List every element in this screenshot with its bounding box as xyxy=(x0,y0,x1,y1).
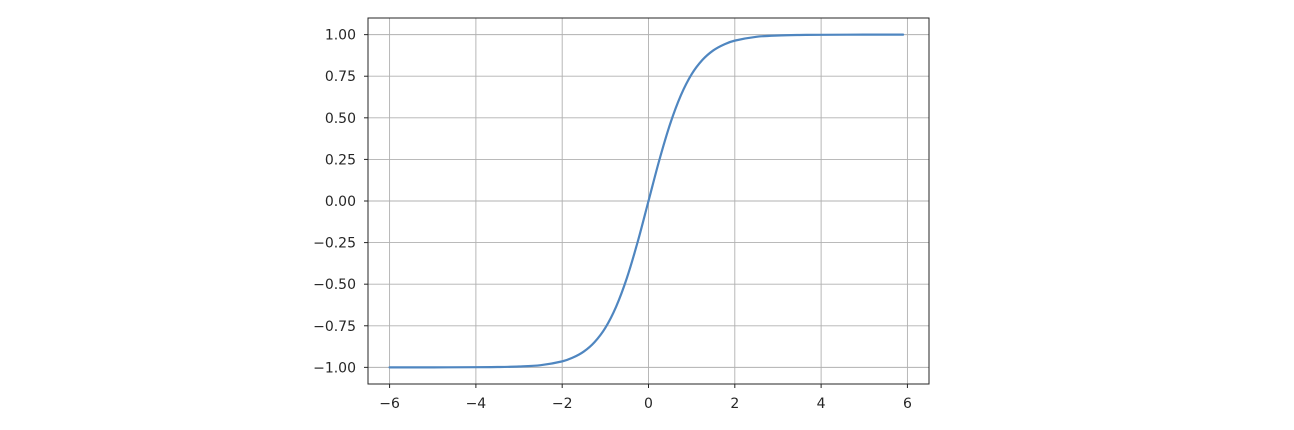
series-layer xyxy=(388,33,905,369)
ticks: −6 −4 −2 0 2 4 6 −1.00 −0.75 −0.50 −0.25 0.00 0.25 0.… xyxy=(313,28,912,412)
grid xyxy=(368,18,929,384)
y-tick-label: −0.75 xyxy=(313,319,356,335)
x-tick-label: −6 xyxy=(379,396,400,412)
x-tick-label: −2 xyxy=(552,396,573,412)
y-tick-label: 0.00 xyxy=(325,194,356,210)
y-tick-label: 0.25 xyxy=(325,152,356,168)
y-tick-label: 1.00 xyxy=(325,28,356,44)
y-tick-label: 0.75 xyxy=(325,69,356,85)
series-line-0 xyxy=(388,33,905,369)
y-tick-label: −0.50 xyxy=(313,277,356,293)
x-tick-label: 4 xyxy=(817,396,826,412)
y-tick-label: −1.00 xyxy=(313,360,356,376)
x-tick-label: 2 xyxy=(730,396,739,412)
x-tick-label: 6 xyxy=(903,396,912,412)
x-tick-label: 0 xyxy=(644,396,653,412)
y-tick-label: −0.25 xyxy=(313,236,356,252)
x-tick-label: −4 xyxy=(466,396,487,412)
y-tick-label: 0.50 xyxy=(325,111,356,127)
